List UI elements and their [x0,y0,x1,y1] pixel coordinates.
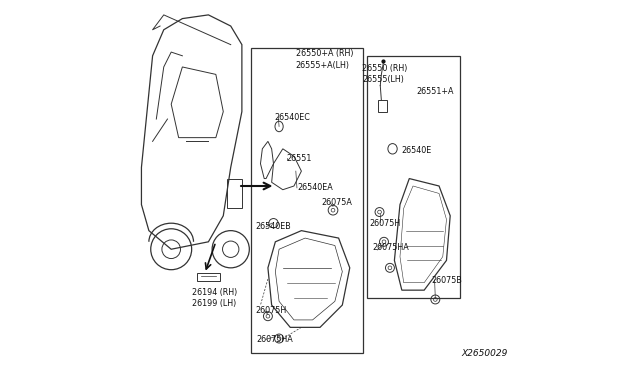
Text: 26540EC: 26540EC [275,113,310,122]
Text: 26550 (RH): 26550 (RH) [362,64,408,73]
Text: X2650029: X2650029 [461,349,508,358]
Text: 26555+A(LH): 26555+A(LH) [296,61,350,70]
Text: 26540EB: 26540EB [255,222,291,231]
Text: 26075H: 26075H [255,306,287,315]
Text: 26199 (LH): 26199 (LH) [191,299,236,308]
Text: 26540E: 26540E [401,146,431,155]
Bar [251,48,363,353]
Text: 26075B: 26075B [431,276,463,285]
Bar [367,56,460,298]
Text: 26075HA: 26075HA [372,243,409,252]
Text: 26555(LH): 26555(LH) [362,76,404,84]
Text: 26075H: 26075H [370,219,401,228]
Text: 26540EA: 26540EA [297,183,333,192]
Text: 26075HA: 26075HA [257,335,294,344]
Text: 26194 (RH): 26194 (RH) [191,288,237,296]
Text: 26550+A (RH): 26550+A (RH) [296,49,353,58]
Text: 26551+A: 26551+A [417,87,454,96]
Text: 26551: 26551 [287,154,312,163]
Text: 26075A: 26075A [322,198,353,207]
